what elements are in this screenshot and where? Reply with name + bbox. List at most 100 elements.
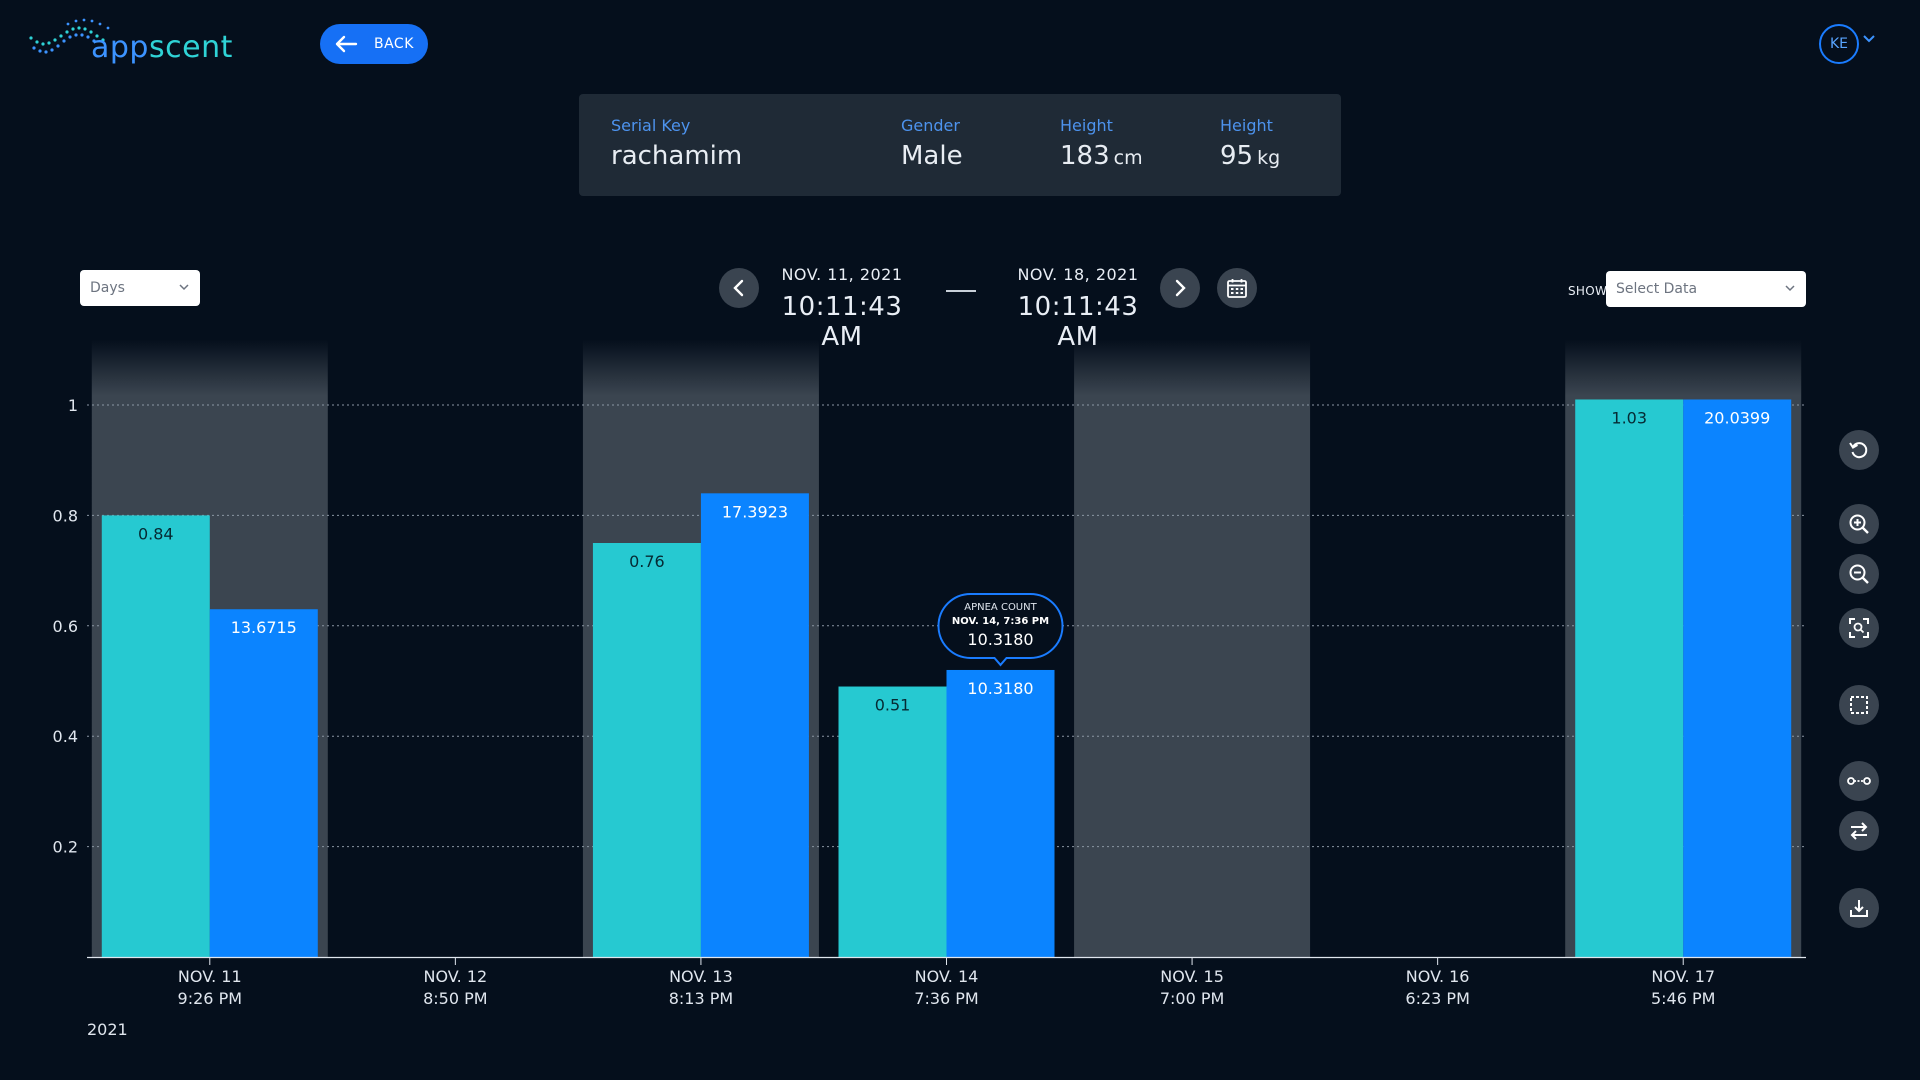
chevron-down-icon[interactable] xyxy=(1862,34,1876,44)
y-tick-label: 0.8 xyxy=(53,506,78,525)
chevron-down-icon xyxy=(1785,285,1795,292)
bar-data-label: 17.3923 xyxy=(722,502,788,521)
tooltip-value: 10.3180 xyxy=(967,630,1033,649)
download-icon xyxy=(1850,900,1868,917)
zoom-out-icon xyxy=(1849,564,1869,584)
x-tick-date-label: NOV. 14 xyxy=(915,967,979,986)
link-button[interactable] xyxy=(1839,761,1879,801)
bar-data-label: 0.84 xyxy=(138,524,174,543)
x-tick-time-label: 6:23 PM xyxy=(1405,989,1469,1008)
chevron-down-icon xyxy=(179,284,189,291)
x-tick-time-label: 9:26 PM xyxy=(178,989,242,1008)
bar-data-label: 13.6715 xyxy=(231,618,297,637)
x-tick-date-label: NOV. 16 xyxy=(1406,967,1470,986)
data-select[interactable]: Select Data xyxy=(1606,271,1806,307)
zoom-fit-button[interactable] xyxy=(1839,608,1879,648)
avatar[interactable]: KE xyxy=(1819,24,1859,64)
x-tick-date-label: NOV. 11 xyxy=(178,967,242,986)
bar-data-label: 0.51 xyxy=(875,696,911,715)
serial-key-value: rachamim xyxy=(611,141,743,171)
arrow-left-icon xyxy=(335,35,358,53)
calendar-icon xyxy=(1227,279,1247,298)
range-start-time: 10:11:43 AM xyxy=(781,292,903,352)
tooltip-bubble xyxy=(937,592,1064,667)
gender-field: Gender Male xyxy=(901,116,963,171)
x-tick-date-label: NOV. 13 xyxy=(669,967,733,986)
period-select[interactable]: Days xyxy=(80,270,200,306)
x-tick-time-label: 7:00 PM xyxy=(1160,989,1224,1008)
select-area-button[interactable] xyxy=(1839,685,1879,725)
select-area-icon xyxy=(1850,696,1868,714)
tooltip-title: APNEA COUNT xyxy=(964,602,1037,613)
bar-data-label: 0.76 xyxy=(629,552,665,571)
bar-data-label: 10.3180 xyxy=(967,679,1033,698)
chevron-left-icon xyxy=(733,279,744,297)
zoom-in-icon xyxy=(1849,514,1869,534)
patient-info-card: Serial Key rachamim Gender Male Height 1… xyxy=(579,94,1341,196)
bar-series-2 xyxy=(1683,399,1792,958)
logo-wave-icon xyxy=(29,18,110,54)
range-start[interactable]: NOV. 11, 2021 10:11:43 AM xyxy=(762,265,922,352)
chevron-right-icon xyxy=(1175,279,1186,297)
logo: appscent xyxy=(28,16,248,72)
tooltip-subtitle: NOV. 14, 7:36 PM xyxy=(952,616,1049,627)
logo-scent-text: scent xyxy=(148,30,233,65)
y-tick-label: 1 xyxy=(68,396,78,415)
bar-series-2 xyxy=(700,493,809,957)
back-button[interactable]: BACK xyxy=(320,24,428,64)
y-tick-label: 0.6 xyxy=(53,617,78,636)
height-value: 183 xyxy=(1060,141,1110,171)
next-range-button[interactable] xyxy=(1160,268,1200,308)
gender-label: Gender xyxy=(901,116,960,135)
height-label: Height xyxy=(1060,116,1113,135)
x-tick-date-label: NOV. 15 xyxy=(1160,967,1224,986)
x-tick-time-label: 8:13 PM xyxy=(669,989,733,1008)
range-start-date: NOV. 11, 2021 xyxy=(781,265,903,284)
bar-series-1 xyxy=(101,515,210,957)
logo-wordmark: appscent xyxy=(91,30,233,65)
swap-icon xyxy=(1850,822,1868,840)
calendar-button[interactable] xyxy=(1217,268,1257,308)
prev-range-button[interactable] xyxy=(719,268,759,308)
x-tick-time-label: 8:50 PM xyxy=(423,989,487,1008)
bar-series-2 xyxy=(946,669,1055,957)
back-button-label: BACK xyxy=(374,36,414,52)
serial-key-label: Serial Key xyxy=(611,116,691,135)
bar-series-2 xyxy=(209,609,318,957)
zoom-out-button[interactable] xyxy=(1839,554,1879,594)
y-tick-label: 0.2 xyxy=(53,838,78,857)
x-tick-date-label: NOV. 17 xyxy=(1651,967,1715,986)
y-tick-label: 0.4 xyxy=(53,727,78,746)
bar-data-label: 20.0399 xyxy=(1704,408,1770,427)
reset-icon xyxy=(1849,442,1868,459)
bar-data-label: 1.03 xyxy=(1611,408,1647,427)
data-select-placeholder: Select Data xyxy=(1616,281,1698,297)
weight-unit: kg xyxy=(1257,147,1281,169)
x-tick-time-label: 7:36 PM xyxy=(914,989,978,1008)
range-separator xyxy=(946,290,976,292)
download-button[interactable] xyxy=(1839,888,1879,928)
bar-series-1 xyxy=(838,686,947,957)
height-field: Height 183 cm xyxy=(1060,116,1143,171)
x-axis-year-label: 2021 xyxy=(87,1020,128,1039)
weight-value: 95 xyxy=(1220,141,1254,171)
period-select-value: Days xyxy=(90,280,125,296)
weight-field: Height 95 kg xyxy=(1220,116,1280,171)
zoom-in-button[interactable] xyxy=(1839,504,1879,544)
reset-view-button[interactable] xyxy=(1839,430,1879,470)
x-tick-time-label: 5:46 PM xyxy=(1651,989,1715,1008)
bar-series-1 xyxy=(592,543,701,957)
link-icon xyxy=(1847,777,1871,785)
weight-label: Height xyxy=(1220,116,1273,135)
x-tick-date-label: NOV. 12 xyxy=(424,967,488,986)
range-end-date: NOV. 18, 2021 xyxy=(1017,265,1139,284)
swap-button[interactable] xyxy=(1839,811,1879,851)
logo-app-text: app xyxy=(91,30,149,65)
height-unit: cm xyxy=(1113,147,1143,169)
serial-key-field: Serial Key rachamim xyxy=(611,116,742,171)
show-label: SHOW xyxy=(1568,284,1608,298)
gender-value: Male xyxy=(901,141,963,171)
zoom-fit-icon xyxy=(1849,618,1869,638)
highlight-band xyxy=(1074,340,1311,957)
